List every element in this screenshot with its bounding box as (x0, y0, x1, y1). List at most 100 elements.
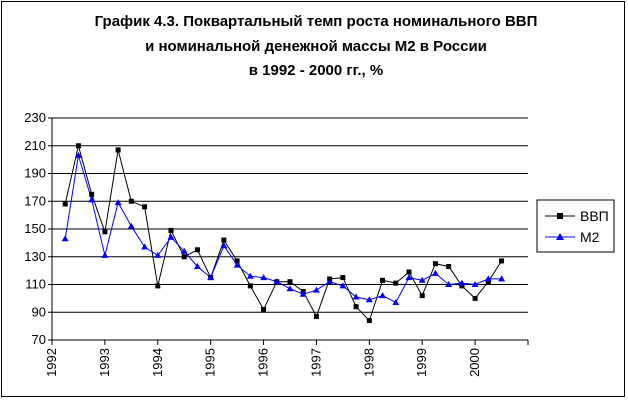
legend-marker-triangle-icon (556, 233, 564, 240)
series-line-1 (64, 155, 502, 304)
y-tick-label-90: 90 (32, 304, 46, 319)
x-tick-label-1993: 1993 (97, 348, 112, 377)
x-tick-label-1999: 1999 (414, 348, 429, 377)
y-tick-label-230: 230 (24, 110, 46, 125)
series-0-point-10 (194, 247, 200, 253)
series-0-point-22 (353, 304, 359, 310)
series-1-point-7 (154, 251, 162, 258)
series-1-point-20 (326, 278, 334, 285)
series-0-point-33 (499, 258, 505, 264)
series-1-point-23 (365, 296, 373, 303)
x-tick-label-1997: 1997 (308, 348, 323, 377)
series-1-point-3 (101, 251, 109, 258)
series-lines (61, 143, 506, 324)
series-1-point-18 (299, 290, 307, 297)
series-0-point-15 (261, 306, 267, 312)
series-0-point-6 (142, 204, 148, 210)
series-0-point-17 (287, 279, 293, 285)
y-tick-labels: 70 90 110 130 150 170 190 210 230 (24, 110, 46, 347)
series-1-point-4 (114, 199, 122, 206)
y-tick-label-70: 70 (32, 332, 46, 347)
series-0-point-14 (247, 283, 253, 289)
y-tick-label-170: 170 (24, 193, 46, 208)
series-1-point-10 (193, 263, 201, 269)
series-0-point-3 (102, 229, 108, 235)
y-tick-label-210: 210 (24, 138, 46, 153)
series-1-point-21 (339, 282, 347, 289)
series-0-point-28 (432, 261, 438, 267)
series-0-point-4 (115, 147, 121, 153)
series-1-point-30 (458, 279, 466, 286)
series-1-point-14 (246, 272, 254, 279)
y-tick-label-130: 130 (24, 249, 46, 264)
series-0-point-9 (181, 254, 187, 260)
x-tick-labels: 1992 1993 1994 1995 1996 1997 1998 1999 2000 (44, 348, 482, 377)
chart-title-line-3: в 1992 - 2000 гг., % (249, 62, 383, 79)
series-0-point-21 (340, 275, 346, 281)
series-1-point-6 (141, 243, 149, 250)
series-line-0 (64, 145, 503, 322)
legend-marker-square-icon (557, 213, 563, 219)
series-0-point-29 (446, 263, 452, 269)
series-0-point-5 (128, 198, 134, 204)
series-0-point-8 (168, 227, 174, 233)
chart-title: График 4.3. Поквартальный темп роста ном… (95, 13, 538, 79)
y-tick-label-110: 110 (25, 277, 46, 292)
series-1-point-28 (431, 269, 439, 276)
series-1-point-8 (167, 233, 175, 240)
legend-label-m2: М2 (580, 229, 600, 245)
legend: ВВП М2 (536, 199, 615, 253)
series-1-point-17 (286, 285, 294, 292)
series-1-point-22 (352, 293, 360, 300)
series-1-point-15 (260, 274, 268, 281)
series-0-point-27 (419, 293, 425, 299)
y-tick-label-150: 150 (24, 221, 46, 236)
series-1-point-12 (220, 242, 228, 249)
legend-label-vvp: ВВП (580, 208, 609, 224)
series-0-point-2 (89, 191, 95, 197)
series-0-point-13 (234, 258, 240, 264)
series-1-point-5 (127, 222, 135, 229)
series-0-point-0 (62, 201, 68, 207)
x-tick-label-1996: 1996 (256, 348, 271, 377)
series-1-point-32 (484, 275, 492, 282)
series-0-point-23 (366, 318, 372, 324)
series-1-point-2 (88, 196, 96, 203)
series-0-point-7 (155, 283, 161, 289)
y-tick-label-190: 190 (24, 166, 46, 181)
chart-title-line-1: График 4.3. Поквартальный темп роста ном… (95, 13, 538, 30)
series-0-point-30 (459, 283, 465, 289)
series-1-point-16 (273, 278, 281, 285)
series-0-point-19 (313, 313, 319, 319)
series-0-point-31 (472, 295, 478, 301)
x-tick-label-2000: 2000 (467, 348, 482, 377)
series-1-point-19 (312, 286, 320, 293)
series-0-point-32 (485, 279, 491, 285)
x-tick-label-1994: 1994 (150, 348, 165, 377)
series-1-point-26 (405, 274, 413, 281)
x-tick-label-1992: 1992 (44, 348, 59, 377)
series-0-point-26 (406, 269, 412, 275)
series-1-point-24 (379, 292, 387, 299)
chart-title-line-2: и номинальной денежной массы М2 в России (145, 38, 487, 55)
series-0-point-24 (380, 277, 386, 283)
series-1-point-9 (180, 247, 188, 254)
series-1-point-31 (471, 281, 479, 287)
series-0-point-25 (393, 280, 399, 286)
series-1-point-11 (207, 274, 215, 281)
series-0-point-1 (75, 143, 81, 149)
series-1-point-13 (233, 261, 241, 268)
series-1-point-27 (418, 276, 426, 283)
series-1-point-25 (392, 299, 400, 305)
series-1-point-1 (74, 152, 82, 158)
series-1-point-0 (61, 235, 69, 242)
series-1-point-33 (498, 275, 506, 282)
axes (48, 117, 529, 345)
series-0-point-12 (221, 237, 227, 243)
x-tick-label-1995: 1995 (203, 348, 218, 377)
x-tick-label-1998: 1998 (361, 348, 376, 377)
legend-box (536, 199, 615, 253)
series-1-point-29 (445, 281, 453, 287)
